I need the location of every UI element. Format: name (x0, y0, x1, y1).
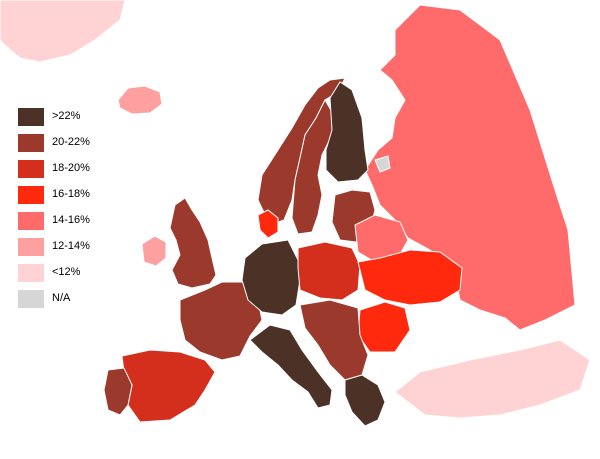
legend: >22% 20-22% 18-20% 16-18% 14-16% 12-14% <12% N/… (18, 108, 128, 316)
region-sweden (291, 98, 333, 235)
legend-swatch (18, 264, 44, 282)
region-greece (344, 374, 386, 427)
region-portugal (103, 367, 133, 416)
region-kaliningrad (374, 155, 391, 173)
legend-swatch (18, 160, 44, 178)
region-denmark (257, 209, 279, 239)
legend-item: 20-22% (18, 134, 128, 160)
region-turkey (394, 339, 591, 419)
region-germany (241, 239, 301, 316)
region-ukraine (357, 249, 463, 306)
region-iceland (117, 85, 163, 115)
legend-swatch (18, 212, 44, 230)
legend-swatch (18, 134, 44, 152)
legend-label: 18-20% (52, 162, 90, 174)
region-greenland (0, 0, 126, 63)
legend-label: >22% (52, 110, 81, 122)
legend-item: <12% (18, 264, 128, 290)
legend-item: 14-16% (18, 212, 128, 238)
region-belarus (354, 214, 409, 263)
region-poland (297, 241, 361, 301)
legend-item: N/A (18, 290, 128, 316)
region-finland (325, 81, 369, 183)
legend-item: 16-18% (18, 186, 128, 212)
legend-label: 16-18% (52, 188, 90, 200)
legend-item: >22% (18, 108, 128, 134)
legend-label: 14-16% (52, 214, 90, 226)
legend-label: 12-14% (52, 240, 90, 252)
legend-swatch (18, 290, 44, 308)
legend-swatch (18, 108, 44, 126)
legend-swatch (18, 186, 44, 204)
legend-label: <12% (52, 266, 81, 278)
region-ireland (141, 235, 167, 267)
legend-swatch (18, 238, 44, 256)
legend-label: 20-22% (52, 136, 90, 148)
region-uk (169, 197, 217, 289)
legend-item: 18-20% (18, 160, 128, 186)
region-france (179, 281, 263, 361)
legend-label: N/A (52, 292, 71, 304)
region-italy (249, 324, 333, 409)
legend-item: 12-14% (18, 238, 128, 264)
